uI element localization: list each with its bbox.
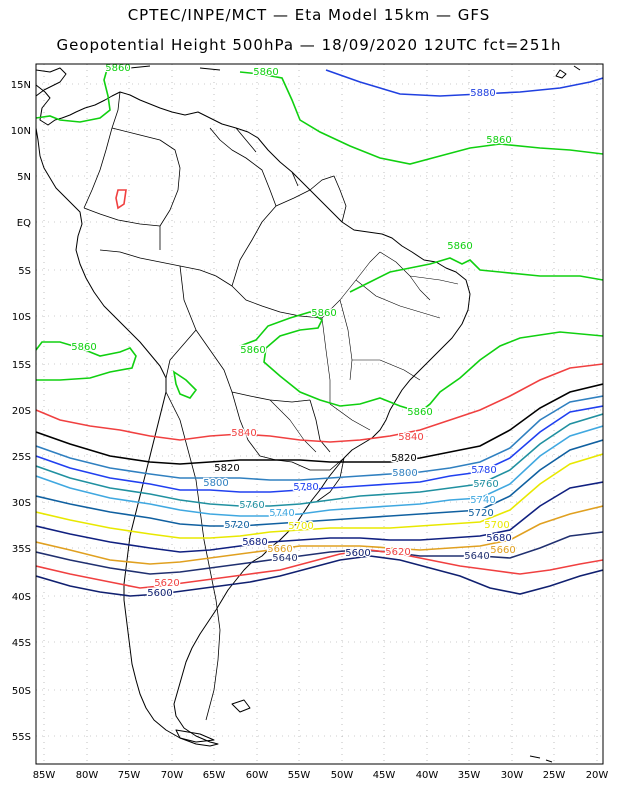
contour-5620 (36, 549, 603, 589)
lat-tick-label: 10S (12, 312, 31, 323)
lon-tick-label: 55W (288, 770, 311, 781)
contour-label-5640: 5640 (464, 551, 489, 562)
contour-5700 (36, 453, 603, 539)
contour-label-5700: 5700 (288, 521, 313, 532)
contour-label-5840: 5840 (398, 432, 423, 443)
state-borders (269, 251, 459, 453)
lat-tick-label: 10N (11, 126, 31, 137)
contour-label-5820: 5820 (391, 453, 416, 464)
lon-tick-label: 50W (331, 770, 354, 781)
lon-tick-label: 75W (118, 770, 141, 781)
falkland-islands (231, 699, 251, 713)
contour-5860-north (36, 65, 603, 165)
lat-tick-label: 35S (12, 544, 31, 555)
contour-label-5800: 5800 (203, 478, 228, 489)
contour-label-5780: 5780 (293, 482, 318, 493)
contour-label-5860: 5860 (407, 407, 432, 418)
lon-tick-label: 25W (543, 770, 566, 781)
lon-tick-label: 35W (458, 770, 481, 781)
lat-tick-label: 45S (12, 638, 31, 649)
contour-label-5860: 5860 (486, 135, 511, 146)
contour-5800 (36, 395, 603, 481)
contour-label-5620: 5620 (154, 578, 179, 589)
lat-tick-label: 30S (12, 498, 31, 509)
lat-tick-label: 5S (18, 266, 31, 277)
lat-tick-label: 5N (17, 172, 31, 183)
contour-label-5820: 5820 (214, 463, 239, 474)
map-frame (35, 63, 604, 765)
contour-label-5640: 5640 (272, 553, 297, 564)
contour-label-5860: 5860 (311, 308, 336, 319)
contour-label-5600: 5600 (147, 588, 172, 599)
contour-5640 (36, 531, 603, 575)
contour-5860-south (36, 257, 603, 413)
contour-label-5880: 5880 (470, 88, 495, 99)
tierra-del-fuego (175, 729, 215, 743)
contour-label-5780: 5780 (471, 465, 496, 476)
caribbean-islands (109, 65, 581, 79)
contour-5780 (36, 405, 603, 493)
contour-label-5740: 5740 (470, 495, 495, 506)
lat-tick-label: 15N (11, 80, 31, 91)
contour-label-5680: 5680 (486, 533, 511, 544)
contour-label-5860: 5860 (105, 63, 130, 74)
lat-tick-label: 15S (12, 360, 31, 371)
lon-tick-label: 45W (373, 770, 396, 781)
contour-5860-small-loop (115, 189, 127, 210)
contour-label-5840: 5840 (231, 428, 256, 439)
lat-tick-label: EQ (17, 218, 31, 229)
contour-label-5760: 5760 (473, 479, 498, 490)
contour-label-5860: 5860 (71, 342, 96, 353)
south-georgia-island (529, 755, 553, 763)
lat-lon-grid (36, 64, 603, 764)
contour-labels: 5860 5860 5880 5860 5860 5860 5860 5860 5860 5840… (70, 63, 517, 600)
contour-label-5620: 5620 (385, 547, 410, 558)
contour-label-5800: 5800 (392, 468, 417, 479)
lon-tick-label: 30W (501, 770, 524, 781)
contour-label-5700: 5700 (484, 520, 509, 531)
contour-label-5860: 5860 (240, 345, 265, 356)
lat-tick-label: 40S (12, 592, 31, 603)
contour-5740 (36, 425, 603, 517)
geopotential-contours (36, 65, 603, 597)
contour-5840 (36, 363, 603, 443)
lon-tick-label: 20W (586, 770, 609, 781)
coastline-and-borders (36, 65, 581, 763)
contour-label-5660: 5660 (267, 544, 292, 555)
contour-5820 (36, 383, 603, 465)
contour-label-5860: 5860 (253, 67, 278, 78)
contour-label-5720: 5720 (468, 508, 493, 519)
contour-label-5860: 5860 (447, 241, 472, 252)
contour-5600 (36, 555, 603, 597)
contour-label-5740: 5740 (269, 508, 294, 519)
lon-tick-label: 40W (416, 770, 439, 781)
lon-tick-label: 70W (161, 770, 184, 781)
lon-tick-label: 80W (76, 770, 99, 781)
south-america-coastline (36, 84, 471, 747)
lat-tick-label: 50S (12, 686, 31, 697)
map-subtitle: Geopotential Height 500hPa — 18/09/2020 … (56, 36, 562, 54)
contour-5880 (325, 69, 603, 97)
contour-label-5660: 5660 (490, 545, 515, 556)
lat-tick-label: 55S (12, 732, 31, 743)
map-title: CPTEC/INPE/MCT — Eta Model 15km — GFS (127, 6, 491, 24)
lat-tick-label: 20S (12, 406, 31, 417)
central-america-coastline (36, 67, 67, 97)
contour-5720 (36, 439, 603, 527)
contour-label-5720: 5720 (224, 520, 249, 531)
lat-tick-label: 25S (12, 452, 31, 463)
contour-label-5680: 5680 (242, 537, 267, 548)
lon-tick-label: 65W (203, 770, 226, 781)
contour-5680 (36, 481, 603, 553)
lon-tick-label: 85W (33, 770, 56, 781)
contour-label-5600: 5600 (345, 548, 370, 559)
contour-label-5760: 5760 (239, 500, 264, 511)
axis-ticks: 15N 10N 5N EQ 5S 10S 15S 20S 25S 30S 35S 40S 45S 50S 5… (11, 80, 609, 781)
contour-5760 (36, 413, 603, 507)
contour-5660 (36, 505, 603, 565)
lon-tick-label: 60W (246, 770, 269, 781)
